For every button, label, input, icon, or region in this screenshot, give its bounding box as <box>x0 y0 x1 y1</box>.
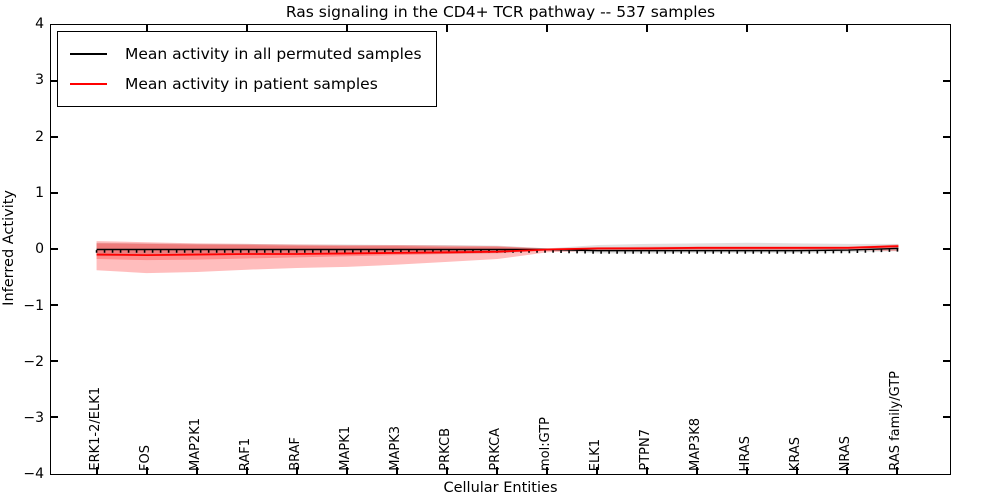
x-tick-label: HRAS <box>738 435 754 471</box>
y-tick-right <box>943 360 950 362</box>
x-tick-top <box>445 25 448 32</box>
x-tick-top <box>145 25 148 32</box>
x-tick-top <box>745 25 748 32</box>
x-tick-top <box>245 25 248 32</box>
legend-entry-permuted: Mean activity in all permuted samples <box>70 39 422 69</box>
x-tick-label: PRKCB <box>437 428 453 471</box>
x-tick-bottom <box>495 467 498 474</box>
legend: Mean activity in all permuted samples Me… <box>57 31 437 107</box>
y-tick-left <box>51 80 58 82</box>
y-tick-left <box>51 192 58 194</box>
x-tick-bottom <box>445 467 448 474</box>
x-tick-top <box>345 25 348 32</box>
y-tick-label: −3 <box>23 410 44 427</box>
patient-line-sample <box>70 83 107 85</box>
x-tick-label: MAP2K1 <box>187 417 203 471</box>
y-tick-label: 3 <box>35 72 44 89</box>
x-tick-bottom <box>95 467 98 474</box>
x-tick-bottom <box>696 467 699 474</box>
x-tick-label: MAPK3 <box>387 426 403 471</box>
y-tick-left <box>51 416 58 418</box>
x-tick-top <box>645 25 648 32</box>
x-tick-label: MAP3K8 <box>688 417 704 471</box>
legend-entry-patient: Mean activity in patient samples <box>70 69 422 99</box>
x-tick-label: RAF1 <box>237 437 253 471</box>
y-tick-label: 0 <box>35 241 44 258</box>
patient-mean-line <box>96 245 899 257</box>
x-tick-bottom <box>746 467 749 474</box>
x-tick-top <box>545 25 548 32</box>
x-tick-bottom <box>846 467 849 474</box>
y-tick-label: −4 <box>23 466 44 483</box>
x-tick-bottom <box>546 467 549 474</box>
x-axis-label: Cellular Entities <box>443 480 558 496</box>
y-tick-right <box>943 304 950 306</box>
x-tick-bottom <box>596 467 599 474</box>
y-tick-left <box>51 304 58 306</box>
y-tick-right <box>943 416 950 418</box>
y-axis-label: Inferred Activity <box>1 190 17 306</box>
x-tick-label: ERK1-2/ELK1 <box>87 387 103 471</box>
x-tick-bottom <box>295 467 298 474</box>
y-tick-right <box>943 248 950 250</box>
x-tick-label: FOS <box>137 445 153 471</box>
x-tick-bottom <box>145 467 148 474</box>
permuted-line-sample <box>70 53 107 55</box>
x-tick-label: MAPK1 <box>337 426 353 471</box>
x-tick-label: mol:GTP <box>538 417 554 471</box>
y-tick-left <box>51 136 58 138</box>
legend-label-permuted: Mean activity in all permuted samples <box>125 45 422 63</box>
x-tick-label: ELK1 <box>588 438 604 471</box>
x-tick-bottom <box>345 467 348 474</box>
x-tick-label: KRAS <box>788 436 804 471</box>
y-tick-right <box>943 192 950 194</box>
x-tick-bottom <box>245 467 248 474</box>
y-tick-label: 4 <box>35 16 44 32</box>
y-tick-left <box>51 360 58 362</box>
x-tick-bottom <box>395 467 398 474</box>
y-tick-right <box>943 80 950 82</box>
x-tick-label: NRAS <box>838 435 854 471</box>
y-tick-label: −1 <box>23 297 44 314</box>
legend-label-patient: Mean activity in patient samples <box>125 75 378 93</box>
permuted-mean-line <box>96 247 899 252</box>
y-tick-right <box>943 136 950 138</box>
y-tick-label: 2 <box>35 128 44 145</box>
x-tick-label: PRKCA <box>487 428 503 471</box>
chart-canvas <box>95 241 899 274</box>
y-tick-label: 1 <box>35 184 44 201</box>
x-tick-bottom <box>646 467 649 474</box>
x-tick-bottom <box>195 467 198 474</box>
x-tick-label: RAS family/GTP <box>888 371 904 471</box>
x-tick-bottom <box>796 467 799 474</box>
x-tick-label: BRAF <box>287 437 303 471</box>
y-tick-left <box>51 248 58 250</box>
x-tick-label: PTPN7 <box>638 429 654 471</box>
x-tick-top <box>845 25 848 32</box>
x-tick-bottom <box>896 467 899 474</box>
chart-title: Ras signaling in the CD4+ TCR pathway --… <box>285 3 716 21</box>
y-tick-label: −2 <box>23 353 44 370</box>
